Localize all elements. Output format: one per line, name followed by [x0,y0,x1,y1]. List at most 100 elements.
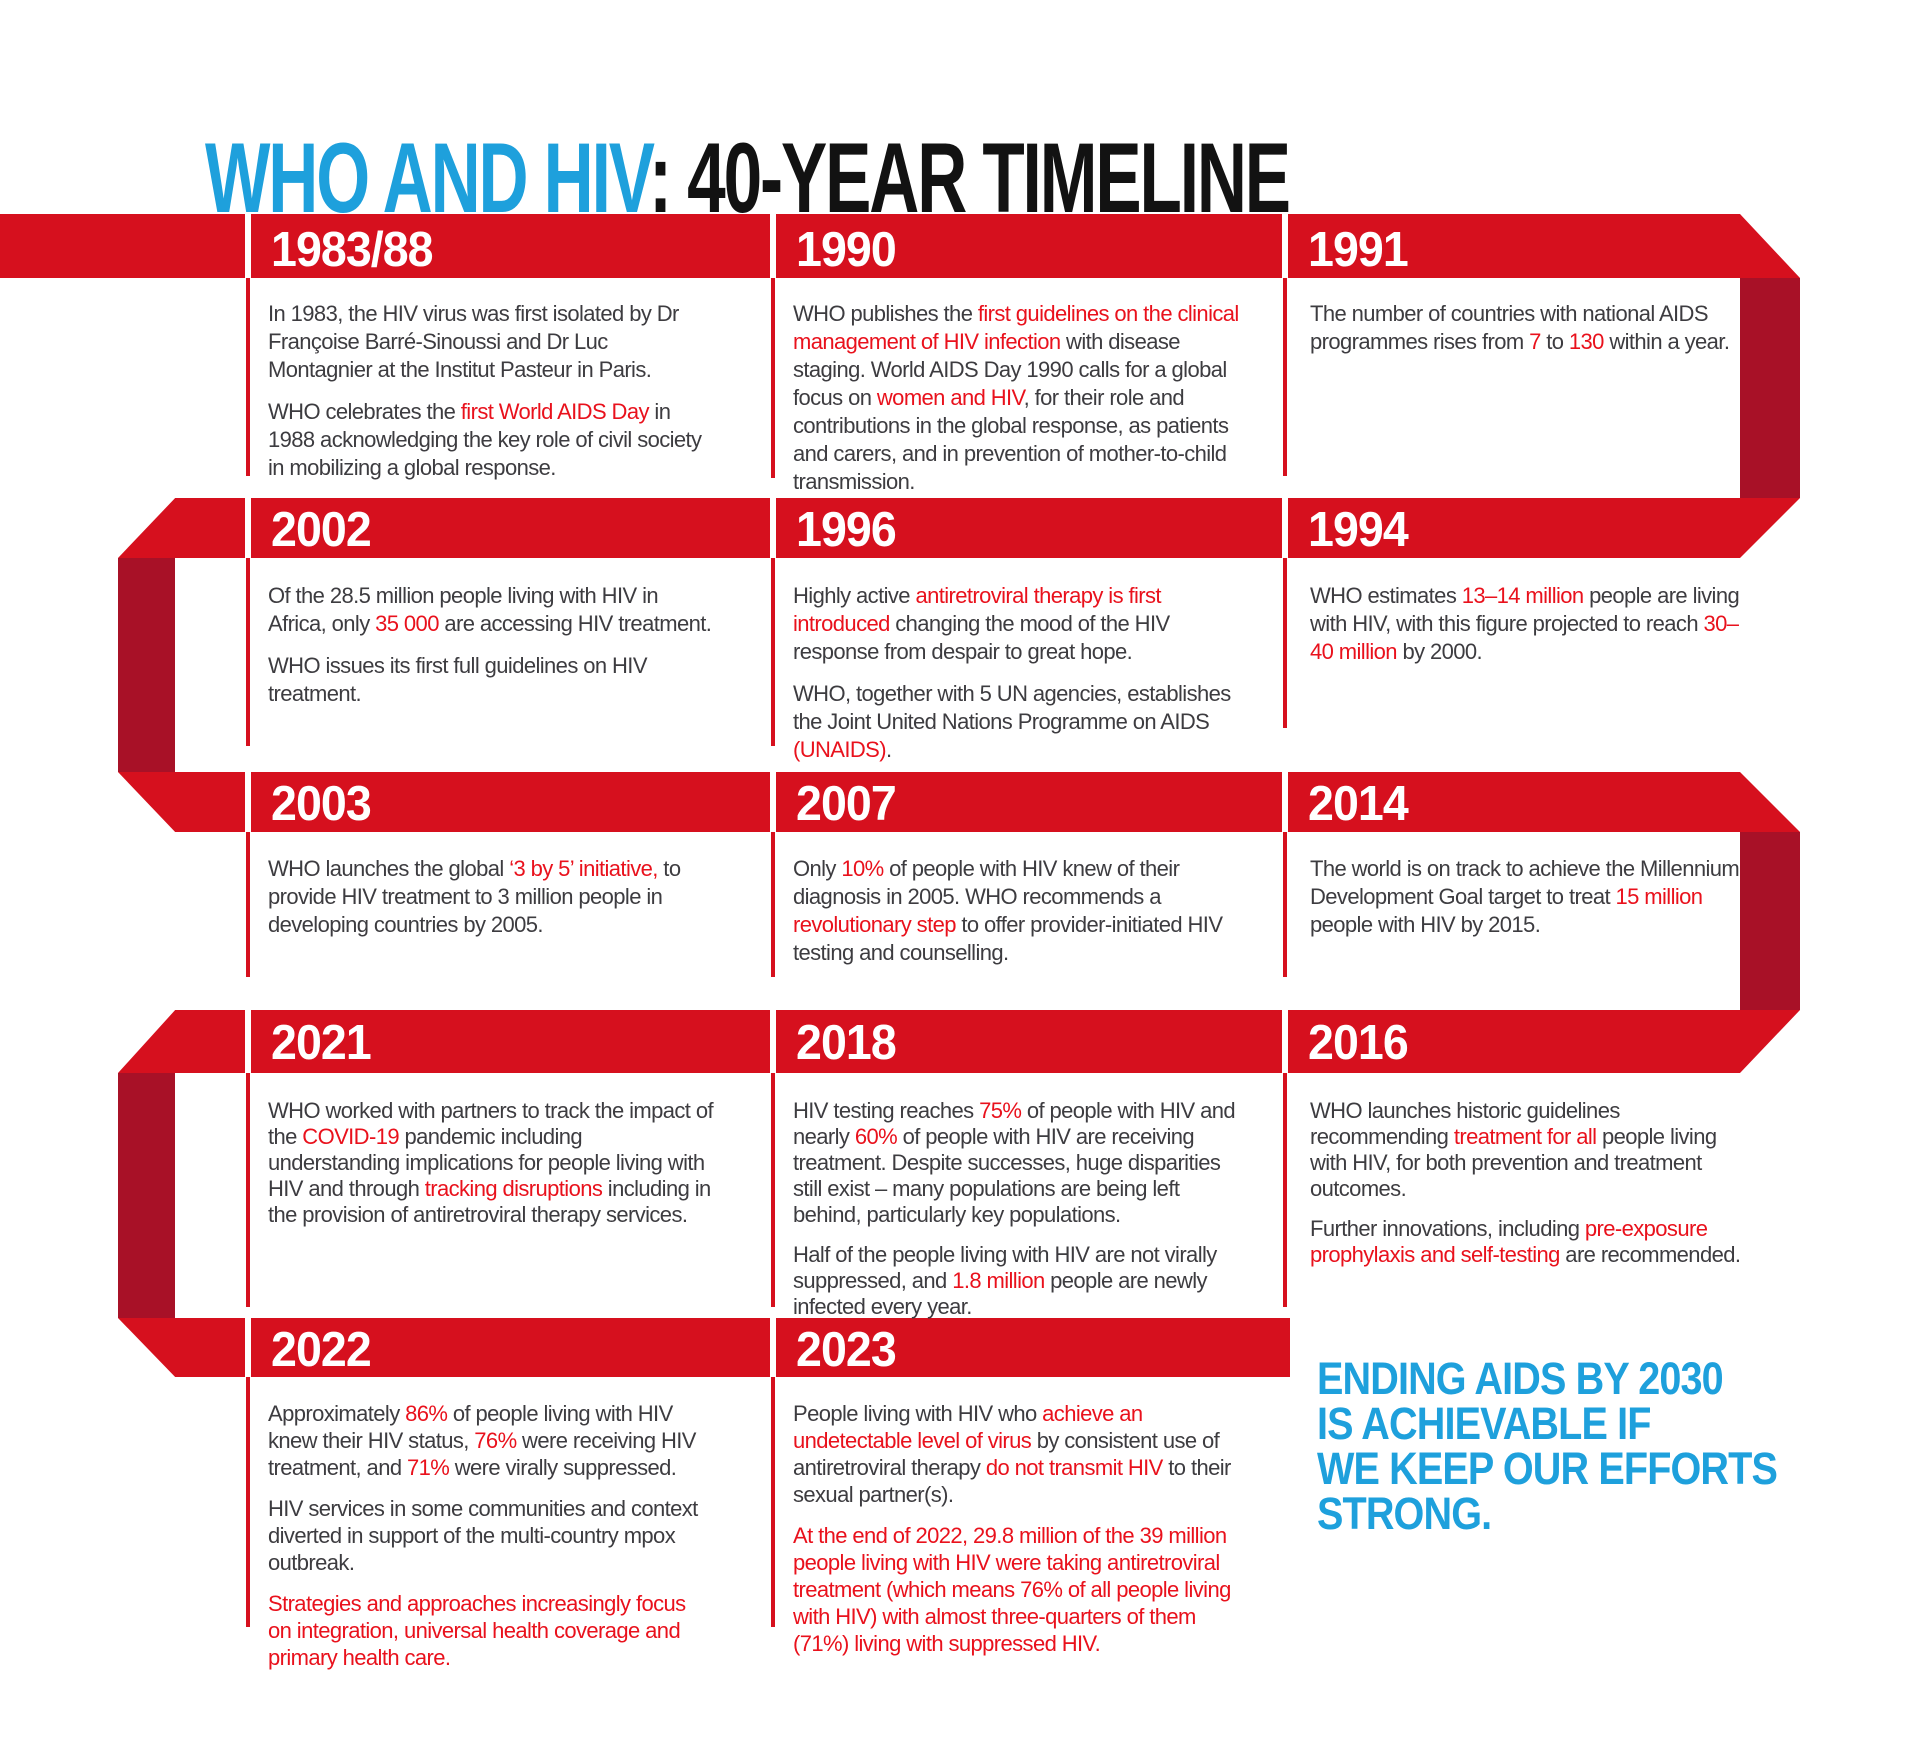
body-text: of people living with HIV knew their HIV… [268,1401,673,1453]
ribbon-row4-lead-segment [118,1010,245,1073]
year-label-1983-88: 1983/88 [271,223,434,277]
body-text: WHO estimates [1310,583,1462,608]
ribbon-fold-left-1 [118,558,175,772]
body-text: pandemic including understanding implica… [268,1124,705,1201]
highlighted-text: 76% [474,1428,517,1453]
highlighted-text: 86% [405,1401,448,1426]
body-text: to offer provider-initiated HIV testing … [793,912,1223,965]
highlighted-text: do not transmit HIV [985,1455,1164,1480]
timeline-cell-2002: Of the 28.5 million people living with H… [268,582,713,722]
highlighted-text: first guidelines on the clinical managem… [793,301,1239,354]
highlighted-text: 13–14 million [1461,583,1584,608]
highlighted-text: 15 million [1615,884,1704,909]
ribbon-row1-segment-1991 [1288,214,1800,278]
highlighted-text: 71% [406,1455,450,1480]
timeline-paragraph: Of the 28.5 million people living with H… [268,582,713,638]
year-label-1991: 1991 [1308,223,1409,277]
body-text: by consistent use of antiretroviral ther… [793,1428,1220,1480]
separator-row1-col2 [771,278,775,478]
separator-row2-col2 [771,558,775,746]
highlighted-text: ‘3 by 5’ initiative, [509,856,658,881]
page-title: WHO AND HIV: 40-YEAR TIMELINE [205,128,1291,227]
timeline-cell-2003: WHO launches the global ‘3 by 5’ initiat… [268,855,713,953]
ribbon-fold-right-2 [1740,832,1800,1010]
highlighted-text: women and HIV [876,385,1024,410]
ribbon-row2-lead-segment [118,498,245,558]
year-label-2018: 2018 [796,1016,897,1070]
timeline-paragraph: Highly active antiretroviral therapy is … [793,582,1243,666]
body-text: HIV testing reaches [793,1098,980,1123]
highlighted-text: Strategies and approaches increasingly f… [268,1591,686,1670]
body-text: Of the 28.5 million people living with H… [268,583,659,636]
ribbon-row4-segment-2018 [776,1010,1282,1073]
ribbon-fold-right-1 [1740,278,1800,498]
highlighted-text: pre-exposure prophylaxis and self-testin… [1310,1216,1708,1267]
timeline-cell-2018: HIV testing reaches 75% of people with H… [793,1098,1243,1334]
separator-row2-col3 [1283,558,1287,728]
timeline-paragraph: Approximately 86% of people living with … [268,1400,713,1481]
ribbon-row5-segment-2022 [251,1318,770,1377]
year-label-2003: 2003 [271,777,372,831]
timeline-paragraph: WHO launches historic guidelines recomme… [1310,1098,1745,1202]
year-label-2016: 2016 [1308,1016,1409,1070]
ribbon-row1-segment-1990 [776,214,1282,278]
closing-statement-line: STRONG. [1317,1488,1492,1539]
body-text: including in the provision of antiretrov… [268,1176,711,1227]
body-text: WHO celebrates the [268,399,461,424]
body-text: . [885,737,892,762]
body-text: In 1983, the HIV virus was first isolate… [268,301,679,382]
body-text: were receiving HIV treatment, and [268,1428,696,1480]
ribbon-row4-segment-2021 [251,1010,770,1073]
timeline-paragraph: The world is on track to achieve the Mil… [1310,855,1745,939]
ribbon-row2-segment-1996 [776,498,1282,558]
separator-row4-col2 [771,1073,775,1307]
timeline-paragraph: WHO launches the global ‘3 by 5’ initiat… [268,855,713,939]
body-text: Half of the people living with HIV are n… [793,1242,1217,1293]
highlighted-text: 1.8 million [952,1268,1045,1293]
separator-row4-col3 [1283,1073,1287,1307]
ribbon-row3-lead-segment [118,772,245,832]
body-text: to their sexual partner(s). [793,1455,1231,1507]
ribbon-row1-segment-1983 [251,214,770,278]
separator-row5-col1 [246,1377,250,1627]
ribbon-row3-segment-2014 [1288,772,1800,832]
body-text: of people with HIV are receiving treatme… [793,1124,1221,1227]
highlighted-text: (UNAIDS) [793,737,887,762]
separator-row1-col1 [246,278,250,476]
closing-statement-line: ENDING AIDS BY 2030 [1317,1353,1724,1404]
body-text: changing the mood of the HIV response fr… [793,611,1170,664]
ribbon-row4-segment-2016 [1288,1010,1800,1073]
ribbon-row2-segment-1994 [1288,498,1800,558]
year-label-2014: 2014 [1308,777,1409,831]
timeline-cell-1991: The number of countries with national AI… [1310,300,1745,370]
year-label-2022: 2022 [271,1323,372,1377]
year-label-2023: 2023 [796,1323,897,1377]
body-text: to provide HIV treatment to 3 million pe… [268,856,681,937]
body-text: of people with HIV and nearly [793,1098,1236,1149]
timeline-paragraph: WHO celebrates the first World AIDS Day … [268,398,713,482]
body-text: WHO worked with partners to track the im… [268,1098,714,1149]
highlighted-text: 7 [1529,329,1541,354]
year-label-2002: 2002 [271,503,372,557]
body-text: of people with HIV knew of their diagnos… [793,856,1180,909]
ribbon-row2-segment-2002 [251,498,770,558]
highlighted-text: first World AIDS Day [460,399,650,424]
separator-row1-col3 [1283,278,1287,476]
separator-row5-col2 [771,1377,775,1627]
highlighted-text: achieve an undetectable level of virus [793,1401,1143,1453]
ribbon-row5-lead-segment [118,1318,245,1377]
body-text: in 1988 acknowledging the key role of ci… [268,399,702,480]
body-text: People living with HIV who [793,1401,1043,1426]
ribbon-row3-segment-2007 [776,772,1282,832]
highlighted-text: antiretroviral therapy is first introduc… [793,583,1162,636]
body-text: WHO issues its first full guidelines on … [268,653,648,706]
separator-row3-col3 [1283,832,1287,977]
highlighted-text: revolutionary step [793,912,956,937]
closing-statement: ENDING AIDS BY 2030 IS ACHIEVABLE IF WE … [1317,1353,1778,1539]
timeline-cell-1996: Highly active antiretroviral therapy is … [793,582,1243,778]
timeline-paragraph: Half of the people living with HIV are n… [793,1242,1243,1320]
year-label-2021: 2021 [271,1016,372,1070]
body-text: Only [793,856,842,881]
body-text: , for their role and contributions in th… [793,385,1229,494]
